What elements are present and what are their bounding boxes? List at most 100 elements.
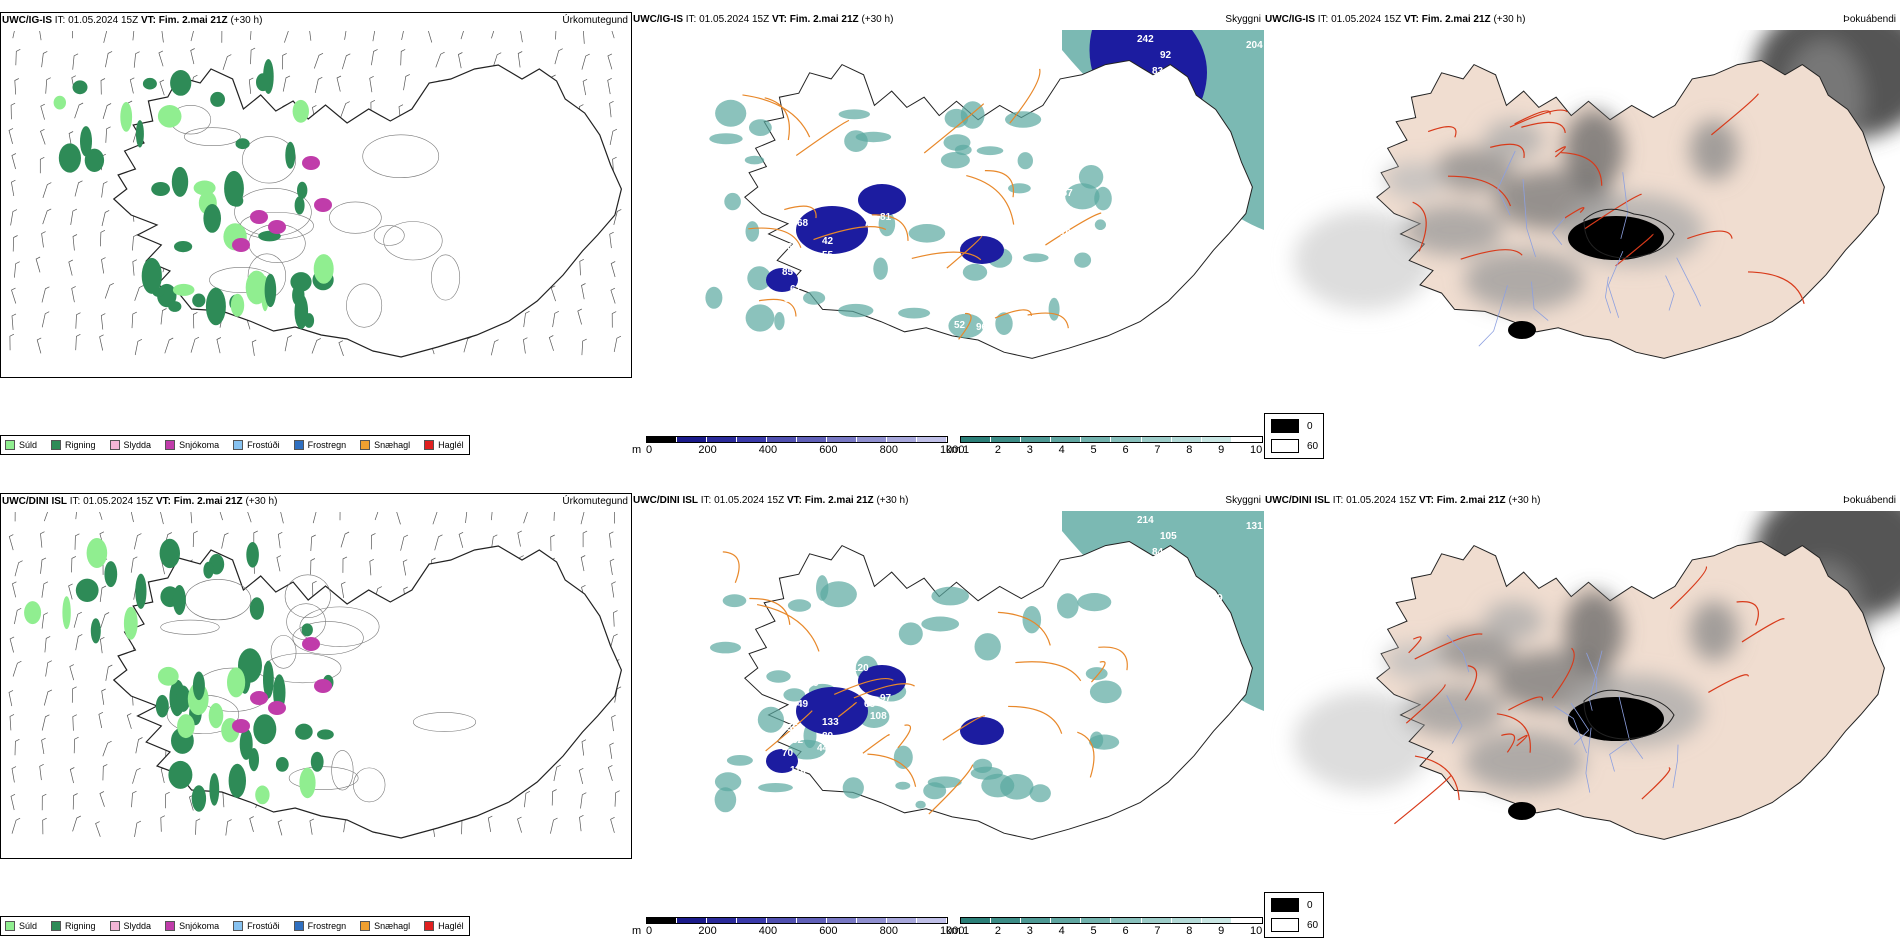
wind-barb bbox=[190, 512, 193, 524]
wind-barb bbox=[609, 531, 614, 548]
colorbar-tick: 0 bbox=[646, 925, 653, 937]
fog-blob bbox=[1690, 120, 1738, 180]
panel-title: UWC/DINI ISL IT: 01.05.2024 15Z VT: Fim.… bbox=[1265, 495, 1541, 506]
snow-patch bbox=[250, 210, 268, 224]
fog-map bbox=[1264, 30, 1900, 370]
road bbox=[1427, 126, 1457, 138]
wind-barb bbox=[132, 259, 137, 276]
contour bbox=[413, 712, 477, 732]
fog-legend-label: 60 bbox=[1307, 919, 1319, 931]
colorbar-segment bbox=[737, 437, 767, 442]
visibility-panel-bottom: UWC/DINI ISL IT: 01.05.2024 15Z VT: Fim.… bbox=[632, 493, 1264, 919]
wind-barb bbox=[341, 581, 346, 598]
river bbox=[1531, 281, 1549, 321]
fog-legend-swatch bbox=[1271, 439, 1299, 453]
wind-barb bbox=[550, 285, 556, 302]
snow-patch bbox=[314, 679, 332, 693]
road bbox=[1741, 618, 1785, 643]
wind-barb bbox=[75, 634, 83, 651]
wind-barb bbox=[249, 816, 254, 832]
fog-legend-item: 60 bbox=[1271, 918, 1318, 932]
river bbox=[1446, 634, 1470, 673]
colorbar-tick: 4 bbox=[1058, 925, 1065, 937]
contour bbox=[284, 574, 331, 618]
visibility-value: 60 bbox=[852, 182, 864, 193]
road bbox=[1711, 93, 1759, 136]
road bbox=[1584, 193, 1642, 230]
visibility-patch bbox=[803, 291, 826, 305]
visibility-value: 92 bbox=[954, 801, 966, 812]
low-visibility-patch bbox=[796, 206, 868, 254]
road bbox=[1414, 633, 1483, 660]
wind-barb bbox=[401, 31, 404, 40]
colorbar-segment bbox=[677, 918, 707, 923]
visibility-value: 89 bbox=[822, 731, 834, 742]
wind-barb bbox=[524, 790, 531, 808]
river bbox=[1586, 652, 1598, 697]
colorbar-tick: 1 bbox=[963, 925, 970, 937]
fog-blob bbox=[1294, 691, 1434, 791]
wind-barb bbox=[10, 102, 16, 120]
colorbar-tick: 3 bbox=[1026, 925, 1033, 937]
wind-barb bbox=[581, 739, 587, 756]
wind-barb bbox=[130, 556, 138, 573]
wind-barb bbox=[487, 815, 493, 832]
wind-barb bbox=[100, 612, 110, 628]
legend-label: Snjókoma bbox=[179, 921, 220, 931]
precip-patch bbox=[209, 773, 220, 806]
wind-barb bbox=[161, 31, 164, 43]
wind-barb bbox=[71, 556, 77, 573]
wind-barb bbox=[523, 337, 528, 354]
wind-barb bbox=[41, 231, 46, 248]
contour bbox=[383, 221, 443, 261]
precip-legend-top: Súld Rigning Slydda Snjókoma Frostúði Frostre… bbox=[0, 435, 470, 455]
contour bbox=[331, 750, 354, 791]
wind-barb bbox=[43, 689, 53, 706]
visibility-value: 29 bbox=[962, 297, 974, 308]
visibility-patch bbox=[766, 670, 791, 683]
wind-barb bbox=[490, 339, 499, 356]
river bbox=[1676, 257, 1702, 307]
precip-legend-item: Snæhagl bbox=[360, 921, 410, 931]
legend-swatch bbox=[51, 440, 62, 450]
colorbar-tick: 5 bbox=[1090, 444, 1097, 456]
visibility-value: 55 bbox=[822, 250, 834, 261]
wind-barb bbox=[609, 742, 614, 759]
precip-type-panel-bottom: UWC/DINI ISL IT: 01.05.2024 15Z VT: Fim.… bbox=[0, 493, 632, 859]
wind-barb bbox=[580, 512, 585, 525]
fog-legend-item: 60 bbox=[1271, 439, 1318, 453]
contour bbox=[373, 225, 405, 246]
visibility-patch bbox=[816, 575, 829, 601]
visibility-value: 92 bbox=[870, 230, 882, 241]
low-visibility-patch bbox=[960, 236, 1004, 264]
wind-barb bbox=[99, 585, 107, 602]
wind-barb bbox=[159, 79, 165, 96]
road bbox=[1496, 713, 1531, 753]
road bbox=[757, 603, 820, 652]
visibility-patch bbox=[838, 109, 870, 120]
wind-barb bbox=[11, 766, 17, 783]
iceland-land bbox=[112, 64, 623, 358]
wind-barb bbox=[309, 31, 312, 41]
legend-label: Rigning bbox=[65, 440, 96, 450]
low-visibility-patch bbox=[858, 184, 906, 216]
visibility-panel-top: UWC/IG-IS IT: 01.05.2024 15Z VT: Fim. 2.… bbox=[632, 12, 1264, 438]
wind-barb bbox=[9, 333, 15, 351]
visibility-patch bbox=[1090, 731, 1104, 749]
precip-patch bbox=[24, 601, 42, 625]
panel-title: UWC/DINI ISL IT: 01.05.2024 15Z VT: Fim.… bbox=[633, 495, 909, 506]
wind-barb bbox=[102, 103, 112, 120]
contour bbox=[242, 136, 297, 184]
wind-barb bbox=[609, 231, 614, 249]
wind-barb bbox=[14, 560, 23, 577]
wind-barb bbox=[396, 512, 401, 525]
wind-barb bbox=[70, 208, 78, 225]
glacier-fog-dark bbox=[1508, 802, 1536, 820]
visibility-value-labels: 1026842556656688562897892130816092242928… bbox=[782, 34, 1263, 333]
visibility-value: 62 bbox=[1174, 104, 1186, 115]
colorbar-segment bbox=[647, 918, 677, 923]
wind-barb bbox=[369, 558, 374, 576]
fog-blob bbox=[1690, 601, 1738, 661]
iceland-land bbox=[112, 545, 623, 839]
road bbox=[833, 677, 894, 695]
